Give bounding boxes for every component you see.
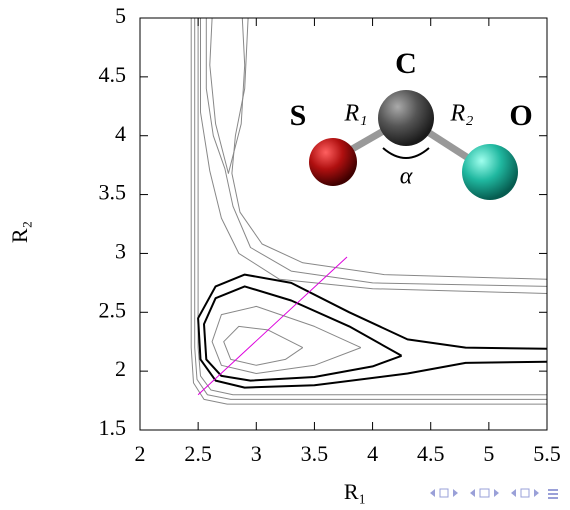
contour-line xyxy=(197,18,547,396)
contour-line xyxy=(203,285,403,382)
plot-area xyxy=(190,18,547,405)
y-tick-label: 1.5 xyxy=(99,415,127,440)
nav-icons xyxy=(430,488,558,499)
angle-arc xyxy=(382,147,430,159)
contour-line xyxy=(200,18,547,294)
atom-label: S xyxy=(290,99,307,132)
angle-label: α xyxy=(400,164,413,190)
x-tick-label: 5 xyxy=(483,441,494,466)
bond-label: R₂ xyxy=(449,101,473,127)
contour-line xyxy=(211,305,362,374)
contour-line xyxy=(231,18,547,280)
y-tick-label: 2.5 xyxy=(99,297,127,322)
x-tick-label: 5.5 xyxy=(533,441,561,466)
x-tick-label: 4 xyxy=(367,441,378,466)
y-tick-label: 2 xyxy=(115,356,126,381)
contour-line xyxy=(197,256,348,396)
x-tick-label: 4.5 xyxy=(417,441,445,466)
contour-line xyxy=(209,18,246,174)
y-tick-label: 4 xyxy=(115,121,126,146)
atom-s xyxy=(309,138,357,186)
contour-line xyxy=(197,273,547,389)
contour-line xyxy=(205,18,547,287)
x-axis-label: R₁ xyxy=(344,479,366,504)
frame xyxy=(139,17,548,431)
atom-c xyxy=(378,90,434,146)
y-tick-label: 4.5 xyxy=(99,62,127,87)
y-tick-label: 3.5 xyxy=(99,180,127,205)
molecule xyxy=(309,90,518,200)
x-tick-label: 3 xyxy=(251,441,262,466)
contour-line xyxy=(223,325,304,366)
bond-label: R₁ xyxy=(343,101,367,127)
x-tick-label: 2 xyxy=(135,441,146,466)
contour-line xyxy=(190,18,547,405)
atom-label: C xyxy=(395,47,417,80)
x-tick-label: 3.5 xyxy=(301,441,329,466)
contour-line xyxy=(194,18,547,400)
atom-o xyxy=(462,144,518,200)
x-tick-label: 2.5 xyxy=(184,441,212,466)
y-axis-label: R₂ xyxy=(7,221,32,243)
atom-label: O xyxy=(509,99,532,132)
y-tick-label: 3 xyxy=(115,238,126,263)
y-tick-label: 5 xyxy=(115,3,126,28)
